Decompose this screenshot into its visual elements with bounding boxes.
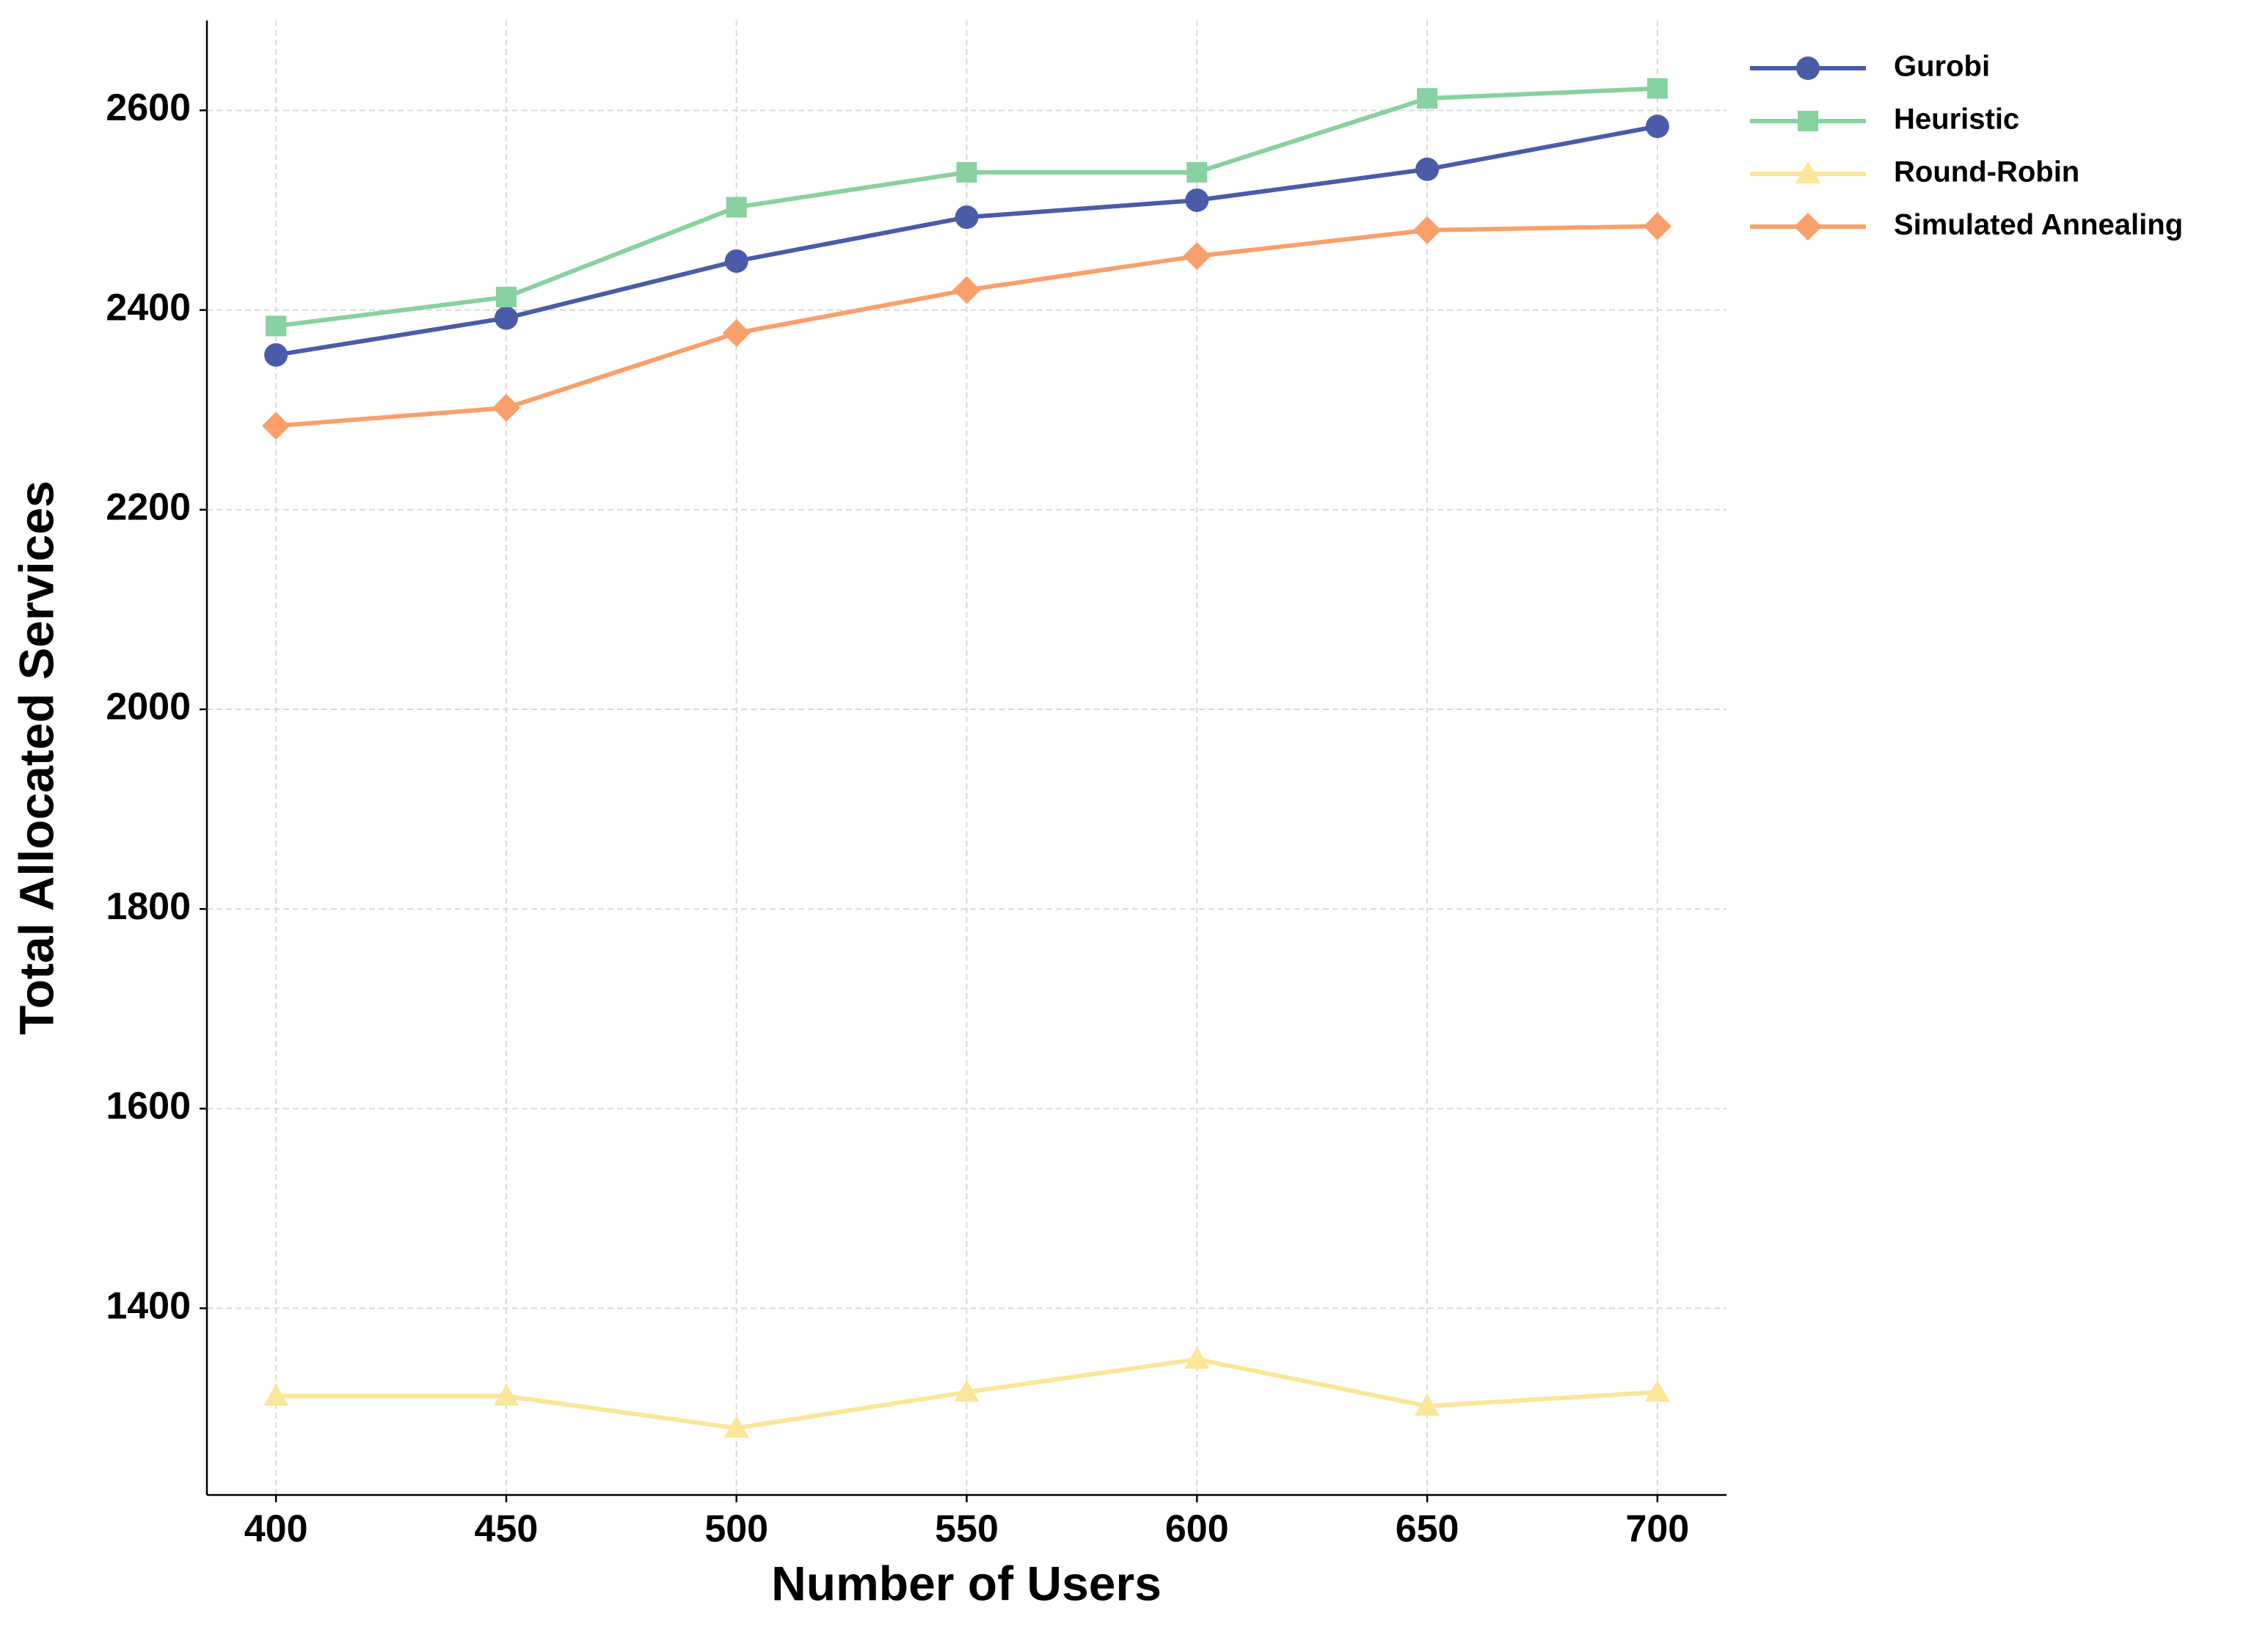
marker bbox=[1643, 212, 1671, 241]
marker bbox=[723, 1415, 749, 1438]
legend-marker bbox=[1798, 111, 1818, 131]
x-tick-label: 550 bbox=[935, 1508, 999, 1551]
marker bbox=[1183, 242, 1211, 271]
x-tick-label: 700 bbox=[1625, 1508, 1689, 1551]
marker bbox=[494, 306, 518, 330]
legend-label: Heuristic bbox=[1894, 103, 2019, 136]
marker bbox=[1417, 88, 1438, 109]
legend-label: Simulated Annealing bbox=[1894, 209, 2183, 241]
y-axis-label: Total Allocated Services bbox=[9, 480, 63, 1035]
marker bbox=[493, 1383, 519, 1406]
y-tick-label: 2000 bbox=[106, 686, 191, 728]
y-tick-label: 1800 bbox=[106, 885, 191, 928]
marker bbox=[1184, 1346, 1210, 1369]
x-axis-label: Number of Users bbox=[771, 1556, 1162, 1610]
marker bbox=[492, 394, 520, 423]
x-tick-label: 600 bbox=[1165, 1508, 1229, 1551]
marker bbox=[1185, 188, 1209, 212]
marker bbox=[952, 276, 981, 304]
marker bbox=[722, 318, 751, 347]
legend-label: Round-Robin bbox=[1894, 156, 2079, 189]
marker bbox=[495, 286, 517, 307]
marker bbox=[726, 197, 747, 218]
marker bbox=[263, 1383, 289, 1406]
legend-marker bbox=[1796, 56, 1820, 80]
marker bbox=[955, 205, 979, 230]
y-tick-label: 1400 bbox=[106, 1284, 191, 1327]
legend-label: Gurobi bbox=[1894, 51, 1990, 83]
x-tick-label: 450 bbox=[475, 1508, 539, 1551]
y-tick-label: 1600 bbox=[106, 1085, 191, 1127]
marker bbox=[1415, 157, 1440, 181]
marker bbox=[262, 412, 291, 440]
x-tick-label: 400 bbox=[244, 1508, 308, 1551]
marker bbox=[956, 161, 977, 183]
y-tick-label: 2200 bbox=[106, 486, 191, 529]
x-tick-label: 650 bbox=[1396, 1508, 1459, 1551]
marker bbox=[1645, 114, 1669, 139]
marker bbox=[1647, 78, 1668, 99]
y-tick-label: 2600 bbox=[106, 87, 191, 129]
legend-marker bbox=[1795, 161, 1820, 183]
marker bbox=[1413, 216, 1442, 244]
marker bbox=[724, 249, 748, 273]
marker bbox=[264, 343, 288, 367]
marker bbox=[1644, 1379, 1670, 1402]
legend-marker bbox=[1794, 213, 1822, 241]
marker bbox=[1186, 161, 1208, 183]
marker bbox=[266, 315, 287, 337]
marker bbox=[954, 1379, 980, 1402]
x-tick-label: 500 bbox=[704, 1508, 768, 1551]
marker bbox=[1415, 1393, 1440, 1416]
y-tick-label: 2400 bbox=[106, 286, 191, 329]
